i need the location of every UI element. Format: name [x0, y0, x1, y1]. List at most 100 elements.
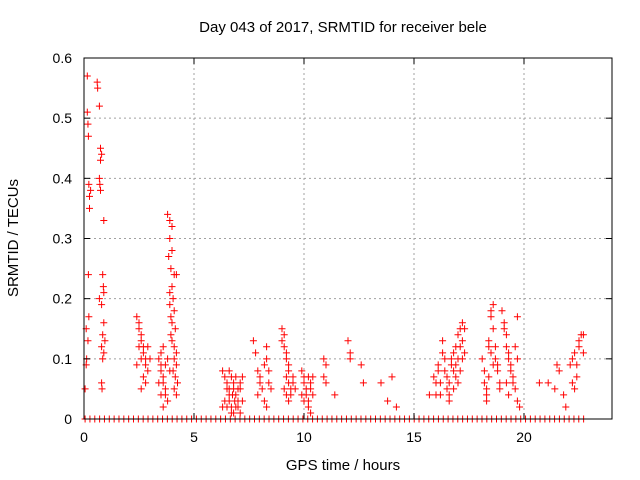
- data-point: [551, 385, 559, 393]
- data-point: [95, 295, 103, 303]
- data-point: [575, 343, 583, 351]
- data-point: [450, 349, 458, 357]
- data-point: [260, 361, 268, 369]
- data-point: [441, 355, 449, 363]
- data-point: [445, 391, 453, 399]
- data-point: [461, 349, 469, 357]
- data-point: [139, 349, 147, 357]
- data-point: [439, 349, 447, 357]
- data-point: [568, 379, 576, 387]
- data-point: [304, 403, 312, 411]
- data-point: [384, 397, 392, 405]
- data-point: [252, 349, 260, 357]
- data-point: [137, 355, 145, 363]
- data-point: [95, 102, 103, 110]
- y-axis-label: SRMTID / TECUs: [5, 179, 22, 297]
- data-point: [485, 337, 493, 345]
- data-point: [84, 132, 92, 140]
- data-point: [579, 331, 587, 339]
- data-point: [498, 307, 506, 315]
- data-point: [346, 349, 354, 357]
- data-point: [94, 84, 102, 92]
- data-point: [84, 271, 92, 279]
- data-point: [346, 355, 354, 363]
- data-point: [230, 379, 238, 387]
- data-point: [169, 367, 177, 375]
- data-point: [236, 379, 244, 387]
- data-point: [230, 409, 238, 417]
- data-point: [263, 343, 271, 351]
- data-point: [425, 391, 433, 399]
- data-point: [229, 391, 236, 399]
- data-point: [307, 385, 315, 393]
- data-point: [155, 355, 163, 363]
- data-point: [137, 331, 145, 339]
- data-point: [298, 367, 306, 375]
- data-point: [509, 379, 517, 387]
- data-point: [139, 373, 147, 381]
- data-point: [443, 373, 451, 381]
- data-point: [507, 361, 515, 369]
- data-point: [84, 337, 92, 345]
- data-point: [450, 367, 458, 375]
- data-point: [225, 367, 233, 375]
- data-point: [99, 271, 107, 279]
- data-point: [478, 355, 486, 363]
- data-point: [447, 355, 455, 363]
- data-point: [146, 355, 154, 363]
- data-point: [278, 337, 286, 345]
- data-point: [500, 319, 508, 327]
- data-point: [170, 343, 178, 351]
- data-point: [258, 385, 266, 393]
- data-point: [458, 355, 466, 363]
- data-point: [223, 379, 231, 387]
- data-point: [171, 325, 179, 333]
- data-point: [170, 307, 178, 315]
- axis-ticks: 0 5 10 15 20 0 0.1 0.2 0.3 0.4 0.5 0.6: [53, 50, 612, 445]
- data-point: [456, 343, 464, 351]
- grid: [84, 58, 612, 419]
- data-point: [174, 379, 181, 387]
- data-point: [452, 361, 460, 369]
- data-point: [494, 367, 502, 375]
- data-point: [98, 301, 106, 309]
- data-point: [573, 361, 581, 369]
- data-point: [100, 289, 108, 297]
- data-point: [289, 379, 297, 387]
- data-point: [100, 319, 108, 327]
- data-point: [166, 216, 174, 224]
- data-point: [511, 385, 519, 393]
- data-point: [98, 150, 106, 158]
- data-point: [85, 180, 93, 188]
- data-point: [97, 186, 104, 194]
- data-point: [507, 367, 515, 375]
- data-point: [83, 108, 91, 116]
- data-point: [579, 349, 587, 357]
- data-point: [238, 397, 246, 405]
- data-point: [172, 361, 180, 369]
- data-point: [260, 397, 268, 405]
- data-point: [265, 379, 273, 387]
- data-point: [159, 343, 167, 351]
- data-point: [169, 295, 177, 303]
- data-point: [480, 379, 488, 387]
- y-tick-label: 0.1: [53, 351, 73, 367]
- data-point: [436, 379, 444, 387]
- data-point: [483, 397, 491, 405]
- data-point: [97, 144, 104, 152]
- data-point: [99, 331, 107, 339]
- data-point: [282, 349, 290, 357]
- data-point: [487, 349, 495, 357]
- data-point: [285, 361, 293, 369]
- data-point: [100, 216, 108, 224]
- data-point: [282, 373, 290, 381]
- data-point: [505, 355, 513, 363]
- data-point: [388, 373, 396, 381]
- data-point: [289, 373, 297, 381]
- chart-title: Day 043 of 2017, SRMTID for receiver bel…: [199, 19, 487, 36]
- data-point: [280, 331, 288, 339]
- data-point: [142, 361, 150, 369]
- data-point: [483, 391, 491, 399]
- data-point: [489, 325, 497, 333]
